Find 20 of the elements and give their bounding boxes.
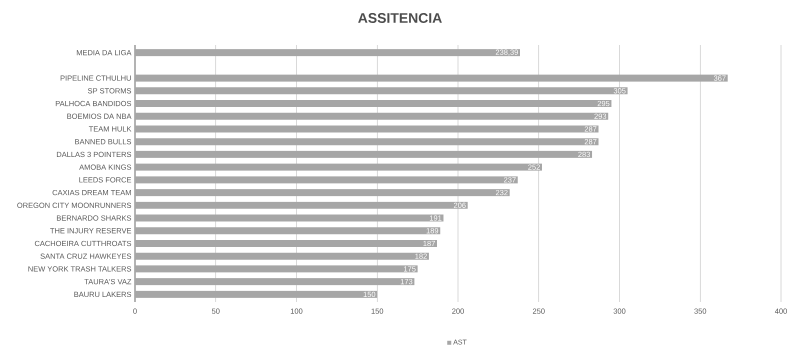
bar [135, 290, 378, 298]
bar [135, 138, 599, 146]
bar [135, 150, 592, 158]
bar [135, 74, 728, 82]
bar [135, 164, 542, 171]
bar [135, 227, 440, 234]
bar [135, 49, 520, 56]
bar [135, 176, 518, 184]
bar [135, 278, 414, 286]
bar [135, 202, 468, 209]
bar [135, 252, 429, 260]
bar [135, 125, 599, 132]
bar [135, 265, 418, 272]
bar [135, 240, 438, 247]
bar [135, 87, 628, 94]
chart-title: ASSITENCIA [358, 13, 442, 23]
bar [135, 100, 612, 108]
bar [135, 214, 444, 222]
bar [135, 112, 608, 120]
bar [135, 189, 510, 196]
